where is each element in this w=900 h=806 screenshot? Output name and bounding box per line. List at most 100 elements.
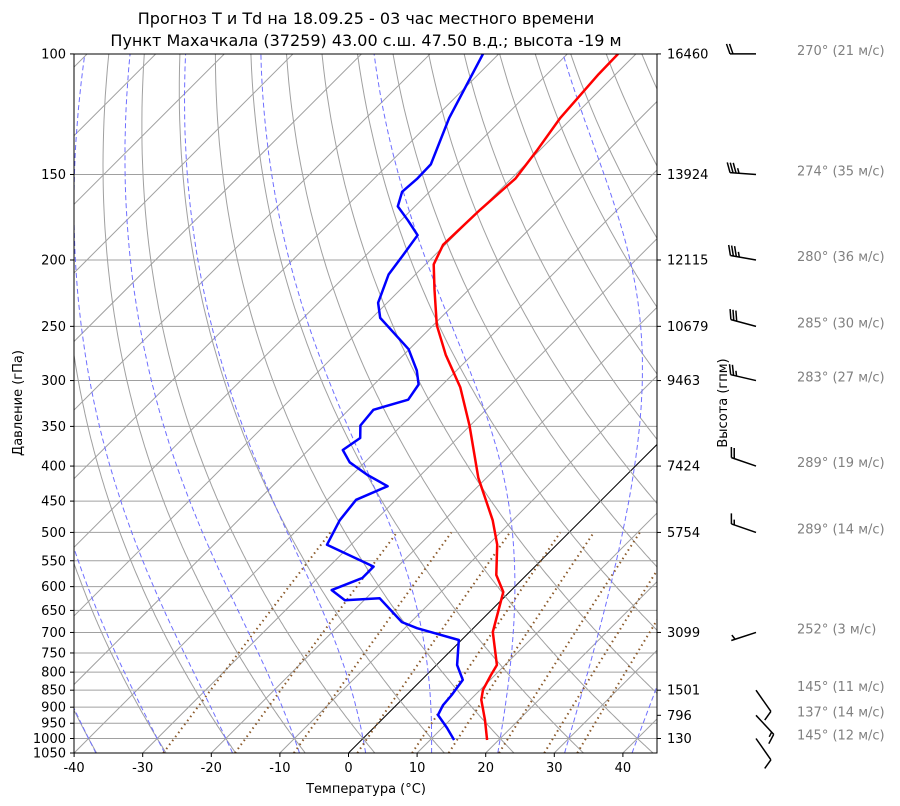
moist-adiabat — [260, 54, 433, 753]
isotherm — [74, 54, 568, 549]
x-tick-label: 40 — [615, 761, 632, 776]
isotherm — [485, 580, 657, 753]
wind-label: 270° (21 м/с) — [797, 44, 885, 59]
wind-label: 252° (3 м/с) — [797, 622, 876, 637]
y-tick-label: 350 — [41, 420, 66, 435]
y-tick-label: 100 — [41, 47, 66, 62]
moist-adiabat — [373, 54, 516, 753]
height-tick-label: 130 — [667, 732, 692, 747]
dewpoint-line — [325, 54, 485, 741]
y2-axis-label: Высота (гпм) — [716, 358, 731, 447]
mixing-ratio-line — [576, 618, 657, 753]
wind-label: 285° (30 м/с) — [797, 316, 885, 331]
wind-barbs: 270° (21 м/с) 274° (35 м/с) 280° (36 м/с) 2… — [725, 43, 885, 769]
height-tick-label: 7424 — [667, 460, 700, 475]
wind-barb — [727, 244, 757, 261]
y-tick-label: 750 — [41, 646, 66, 661]
x-tick-label: 30 — [546, 761, 563, 776]
y-tick-label: 800 — [41, 666, 66, 681]
isotherm — [74, 100, 657, 686]
isotherm — [622, 718, 657, 753]
mixing-ratio-line — [411, 531, 562, 753]
wind-label: 289° (19 м/с) — [797, 456, 885, 471]
isotherm — [416, 512, 657, 753]
y-tick-label: 1000 — [33, 732, 66, 747]
wind-label: 145° (11 м/с) — [797, 680, 885, 695]
background-lines — [74, 54, 900, 753]
height-tick-label: 1501 — [667, 684, 700, 699]
mixing-ratio-line — [234, 531, 398, 753]
x-tick-label: 0 — [344, 761, 352, 776]
axes: 1001502002503003504004505005506006507007… — [33, 47, 708, 776]
height-tick-label: 3099 — [667, 626, 700, 641]
moist-adiabat — [74, 54, 234, 753]
wind-label: 145° (12 м/с) — [797, 728, 885, 743]
dry-adiabat — [250, 54, 584, 753]
wind-barb — [730, 513, 757, 534]
plot-frame — [73, 53, 658, 754]
dry-adiabat — [570, 54, 657, 240]
y-tick-label: 900 — [41, 701, 66, 716]
dry-adiabat — [214, 54, 515, 753]
isotherm — [74, 54, 225, 206]
moist-adiabat — [183, 54, 367, 753]
y-axis-label: Давление (гПа) — [11, 350, 26, 456]
temperature-line — [432, 54, 620, 741]
wind-label: 283° (27 м/с) — [797, 371, 885, 386]
y-tick-label: 700 — [41, 626, 66, 641]
dry-adiabat — [141, 54, 376, 753]
isotherm — [74, 54, 431, 411]
isotherm — [74, 54, 500, 480]
y-tick-label: 300 — [41, 374, 66, 389]
height-tick-label: 10679 — [667, 320, 708, 335]
height-tick-label: 9463 — [667, 374, 700, 389]
wind-label: 280° (36 м/с) — [797, 250, 885, 265]
wind-barb — [726, 162, 757, 176]
y-tick-label: 650 — [41, 604, 66, 619]
height-tick-label: 16460 — [667, 47, 708, 62]
height-tick-label: 5754 — [667, 526, 700, 541]
dry-adiabat — [286, 54, 654, 753]
isotherm — [74, 54, 637, 617]
y-tick-label: 1050 — [33, 747, 66, 762]
y-tick-label: 200 — [41, 254, 66, 269]
x-tick-label: -10 — [269, 761, 290, 776]
dry-adiabat — [499, 54, 657, 375]
mixing-ratio-line — [447, 531, 595, 753]
wind-barb — [731, 631, 757, 642]
isotherm — [74, 54, 294, 274]
x-tick-label: -40 — [63, 761, 84, 776]
profiles — [325, 54, 620, 741]
mixing-ratio-line — [356, 531, 511, 753]
dry-adiabat — [392, 54, 657, 568]
x-axis-label: Температура (°C) — [305, 782, 426, 797]
x-tick-label: -20 — [201, 761, 222, 776]
dry-adiabat — [677, 54, 900, 753]
dry-adiabat — [605, 54, 657, 167]
dry-adiabat — [357, 54, 657, 631]
dry-adiabat — [74, 562, 167, 753]
mixing-ratio-line — [162, 531, 332, 753]
wind-barb — [728, 364, 757, 382]
dry-adiabat — [178, 54, 445, 753]
wind-label: 274° (35 м/с) — [797, 164, 885, 179]
y-tick-label: 950 — [41, 717, 66, 732]
wind-barb — [729, 308, 757, 328]
y-tick-label: 400 — [41, 460, 66, 475]
x-tick-label: 10 — [409, 761, 426, 776]
mixing-ratio-line — [543, 568, 657, 753]
height-tick-label: 12115 — [667, 254, 708, 269]
wind-barb — [730, 447, 757, 467]
y-tick-label: 450 — [41, 495, 66, 510]
dry-adiabat — [102, 54, 306, 753]
y-tick-label: 850 — [41, 684, 66, 699]
isotherm — [142, 237, 657, 753]
y-tick-label: 250 — [41, 320, 66, 335]
moist-adiabat — [562, 54, 643, 753]
y-tick-label: 550 — [41, 554, 66, 569]
height-tick-label: 796 — [667, 709, 692, 724]
wind-barb — [755, 689, 772, 721]
isotherm — [74, 54, 362, 343]
chart-title-line2: Пункт Махачкала (37259) 43.00 с.ш. 47.50… — [110, 31, 621, 50]
